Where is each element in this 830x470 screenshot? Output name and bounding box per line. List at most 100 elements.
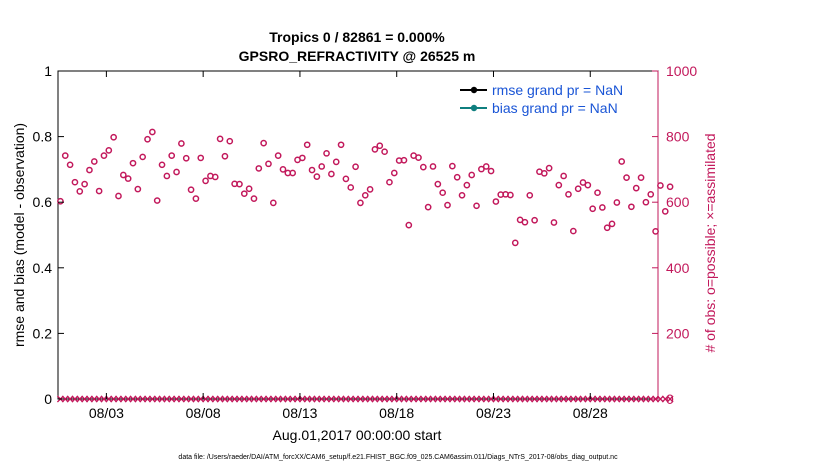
obs-possible-point [434, 180, 442, 188]
right-y-ticks: 0 200 400 600 800 1000 [652, 63, 697, 407]
obs-possible-point [599, 204, 606, 211]
obs-possible-point [187, 186, 195, 194]
y-tick-label-left: 0.4 [33, 260, 53, 276]
x-axis-label: Aug.01,2017 00:00:00 start [273, 427, 442, 443]
obs-possible-point [463, 181, 471, 189]
obs-possible-point [424, 203, 432, 211]
obs-possible-point [594, 189, 601, 197]
obs-possible-point [473, 202, 480, 210]
obs-possible-point [95, 187, 103, 195]
obs-possible-point [303, 141, 311, 149]
obs-possible-point [81, 180, 88, 188]
obs-possible-point [628, 203, 635, 211]
obs-possible-point [269, 199, 277, 207]
plot-frame [57, 70, 659, 400]
obs-possible-point [545, 164, 553, 172]
obs-possible-point [57, 197, 64, 205]
obs-possible-point [478, 165, 485, 173]
obs-possible-point [357, 199, 364, 207]
obs-possible-point [511, 239, 519, 247]
obs-possible-point [318, 163, 326, 170]
obs-possible-point [323, 149, 330, 157]
obs-possible-point [657, 182, 664, 189]
obs-possible-point [153, 197, 161, 204]
y-tick-label-right: 1000 [666, 63, 697, 79]
obs-possible-point [540, 169, 548, 177]
obs-possible-point [221, 152, 229, 160]
obs-possible-point [197, 154, 205, 162]
obs-possible-point [444, 201, 451, 209]
obs-possible-point [371, 146, 379, 153]
obs-possible-point [332, 158, 340, 166]
x-tick-label: 08/08 [186, 405, 221, 421]
obs-possible-point [337, 141, 345, 149]
obs-possible-point [666, 183, 674, 191]
legend-bias-label: bias grand pr = NaN [492, 100, 618, 116]
plot-area [57, 70, 659, 400]
obs-possible-point [439, 189, 447, 197]
obs-possible-point [313, 173, 321, 180]
obs-possible-point [400, 156, 408, 164]
x-ticks: 08/03 08/08 08/13 08/18 08/23 08/28 [89, 71, 608, 421]
y-tick-label-left: 0.6 [33, 194, 53, 210]
obs-possible-point [584, 181, 592, 189]
obs-possible-point [328, 170, 335, 178]
legend-box [458, 81, 648, 117]
obs-possible-point [86, 166, 93, 174]
obs-possible-point [240, 190, 248, 198]
obs-possible-point [173, 168, 180, 176]
obs-possible-point [279, 166, 287, 173]
obs-possible-point [352, 163, 359, 171]
obs-possible-point [71, 178, 79, 186]
obs-possible-point [492, 198, 500, 205]
obs-possible-point [661, 208, 669, 215]
y-tick-label-right: 400 [666, 260, 690, 276]
obs-possible-point [211, 173, 219, 181]
obs-possible-point [144, 135, 151, 143]
obs-possible-point [308, 166, 316, 174]
legend-rmse-marker [470, 86, 478, 94]
obs-possible-point [419, 163, 427, 171]
obs-possible-point [110, 133, 117, 141]
x-tick-label: 08/18 [379, 405, 414, 421]
obs-possible-point [531, 216, 538, 224]
obs-possible-point [124, 175, 132, 182]
obs-possible-point [632, 184, 640, 192]
obs-possible-point [589, 205, 597, 213]
chart-title: Tropics 0 / 82861 = 0.000% [269, 29, 445, 45]
obs-possible-point [168, 152, 176, 159]
obs-possible-point [347, 184, 355, 191]
y-axis-label-right: # of obs: o=possible; ×=assimilated [702, 133, 718, 352]
obs-possible-point [61, 152, 69, 159]
obs-possible-point [507, 191, 514, 199]
left-y-ticks: 0 0.2 0.4 0.6 0.8 1 [33, 63, 64, 407]
obs-possible-point [129, 159, 137, 167]
obs-possible-point [250, 195, 258, 202]
obs-possible-point [361, 191, 369, 199]
x-tick-label: 08/03 [89, 405, 124, 421]
obs-possible-point [245, 185, 253, 193]
obs-assimilated-point [666, 395, 674, 403]
obs-possible-point [487, 167, 495, 175]
obs-possible-point [386, 178, 393, 186]
y-tick-label-left: 0.8 [33, 129, 53, 145]
obs-possible-point [579, 179, 587, 186]
obs-possible-point [608, 220, 616, 228]
obs-possible-point [623, 174, 630, 181]
obs-possible-point [390, 169, 398, 177]
obs-possible-point [119, 171, 127, 179]
obs-possible-point [265, 160, 272, 168]
obs-possible-point [66, 161, 74, 169]
obs-possible-point [405, 221, 413, 229]
obs-possible-point [226, 137, 234, 145]
obs-possible-point [613, 199, 621, 206]
obs-possible-series [57, 128, 674, 247]
obs-possible-point [100, 152, 108, 159]
data-file-footer: data file: /Users/raeder/DAI/ATM_forcXX/… [178, 454, 618, 461]
y-tick-label-right: 0 [666, 391, 674, 407]
obs-possible-point [526, 191, 534, 199]
legend-rmse-label: rmse grand pr = NaN [492, 82, 623, 98]
obs-possible-point [192, 195, 200, 202]
obs-possible-point [366, 186, 374, 193]
obs-possible-point [637, 174, 645, 181]
